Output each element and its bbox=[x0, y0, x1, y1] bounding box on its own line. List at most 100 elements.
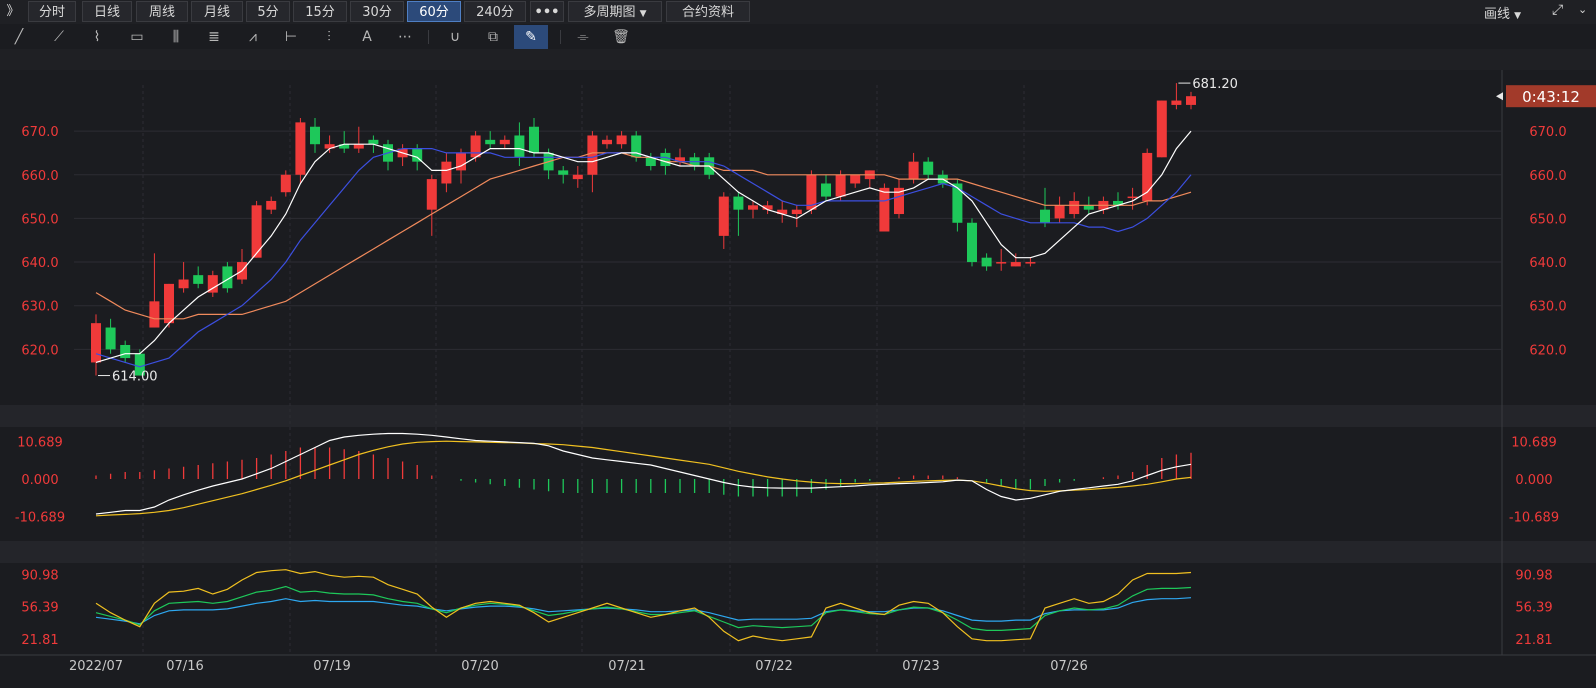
fibonacci-tool-icon[interactable]: ≣ bbox=[208, 29, 220, 45]
tab-daily[interactable]: 日线 bbox=[82, 1, 132, 22]
macd-up-arrow-icon: ↑ bbox=[255, 410, 266, 425]
rsi-tick-label-left: 21.81 bbox=[21, 633, 58, 648]
period-toolbar: 》 分时 日线 周线 月线 5分 15分 30分 60分 240分 ••• 多周… bbox=[0, 0, 1596, 24]
x-tick-label: 07/23 bbox=[902, 659, 939, 674]
candle-body bbox=[1113, 200, 1123, 206]
x-tick-label: 07/21 bbox=[608, 659, 645, 674]
ma-label: MA bbox=[124, 52, 145, 67]
price-tick-label-right: 650.0 bbox=[1529, 212, 1566, 227]
hide-drawings-icon[interactable]: ⌯ bbox=[577, 29, 589, 45]
candle-body bbox=[733, 196, 744, 210]
candle-body bbox=[1069, 200, 1080, 215]
layers-icon[interactable]: ⧉ bbox=[488, 29, 498, 45]
macd-indicator-name[interactable]: MACD(12,26,9) bbox=[29, 410, 128, 425]
price-tick-label-left: 640.0 bbox=[21, 256, 58, 271]
price-tick-label-left: 660.0 bbox=[21, 169, 58, 184]
gear-icon[interactable]: ⚙ bbox=[1554, 546, 1566, 561]
gear-icon[interactable]: ⚙ bbox=[1554, 52, 1566, 67]
candle-body bbox=[193, 275, 204, 284]
last-price-pointer bbox=[1496, 92, 1503, 101]
rsi6-up-arrow-icon: ↑ bbox=[215, 546, 226, 561]
rectangle-tool-icon[interactable]: ▭ bbox=[130, 29, 144, 45]
fan-tool-icon[interactable]: ⩘ bbox=[249, 29, 257, 45]
tab-240min[interactable]: 240分 bbox=[464, 1, 526, 22]
close-icon[interactable]: ⊗ bbox=[1530, 546, 1541, 561]
tab-60min[interactable]: 60分 bbox=[407, 1, 461, 22]
rsi24-up-arrow-icon: ↑ bbox=[425, 546, 436, 561]
channel-tool-icon[interactable]: ⫼ bbox=[172, 29, 180, 45]
candle-body bbox=[485, 139, 496, 145]
more-button[interactable]: ••• bbox=[530, 1, 564, 22]
rsi-tick-label-left: 90.98 bbox=[21, 568, 58, 583]
candle-body bbox=[952, 183, 963, 223]
price-tick-label-left: 670.0 bbox=[21, 125, 58, 140]
magnet-icon[interactable]: ∪ bbox=[449, 29, 461, 45]
candle-body bbox=[222, 266, 233, 289]
pencil-icon[interactable]: ✎ bbox=[514, 25, 548, 49]
candle-body bbox=[237, 262, 247, 280]
tab-30min[interactable]: 30分 bbox=[350, 1, 404, 22]
chevron-down-icon[interactable]: ⌄ bbox=[1578, 3, 1588, 16]
macd-panel-header: ▼ MACD(12,26,9) MACD:7.469 ↑ DIFF:4.190 … bbox=[0, 410, 1596, 428]
close-icon[interactable]: ⊗ bbox=[1530, 410, 1541, 425]
candle-body bbox=[456, 152, 466, 171]
candle-body bbox=[689, 157, 700, 167]
trash-icon[interactable]: 🗑 bbox=[612, 29, 630, 45]
x-tick-label: 07/19 bbox=[313, 659, 350, 674]
candle-body bbox=[777, 209, 788, 215]
text-tool-icon[interactable]: A bbox=[362, 29, 372, 45]
tab-weekly[interactable]: 周线 bbox=[136, 1, 188, 22]
multi-period-dropdown[interactable]: 多周期图 ▼ bbox=[568, 1, 662, 22]
candle-body bbox=[748, 205, 758, 210]
candle-body bbox=[937, 174, 948, 184]
x-tick-label: 07/16 bbox=[166, 659, 203, 674]
candle-body bbox=[426, 179, 437, 210]
candle-body bbox=[324, 144, 335, 149]
gann-tool-icon[interactable]: ⫶ bbox=[327, 29, 331, 45]
x-tick-label: 07/26 bbox=[1050, 659, 1087, 674]
tab-5min[interactable]: 5分 bbox=[246, 1, 290, 22]
candle-body bbox=[529, 126, 539, 153]
line-tool-icon[interactable]: ╱ bbox=[14, 29, 24, 45]
fullscreen-icon[interactable]: ⤢ bbox=[1552, 2, 1564, 18]
candle-body bbox=[835, 174, 846, 197]
candle-body bbox=[339, 144, 350, 149]
polyline-tool-icon[interactable]: ⌇ bbox=[93, 29, 101, 45]
ma30-value: MA30:655.58 bbox=[368, 52, 455, 67]
candle-body bbox=[806, 174, 817, 210]
rsi-panel-header: ▼ RSI(6,12,24) RSI6: 85.73 ↑ RSI12: 71.9… bbox=[0, 546, 1596, 564]
candle-body bbox=[1127, 196, 1138, 199]
tab-monthly[interactable]: 月线 bbox=[191, 1, 243, 22]
candle-body bbox=[1083, 205, 1094, 210]
drawing-toolbar: ╱ ⟋ ⌇ ▭ ⫼ ≣ ⩘ ⊢ ⫶ A ⋯ ∪ ⧉ ✎ ⌯ 🗑 bbox=[0, 25, 1596, 49]
tab-fenshi[interactable]: 分时 bbox=[28, 1, 76, 22]
candle-body bbox=[762, 205, 773, 210]
candle-body bbox=[397, 148, 408, 158]
collapse-icon[interactable]: 》 bbox=[6, 4, 20, 19]
candle-body bbox=[821, 183, 831, 197]
rsi6-value: RSI6: 85.73 bbox=[132, 546, 208, 561]
measure-tool-icon[interactable]: ⊢ bbox=[284, 29, 298, 45]
tab-15min[interactable]: 15分 bbox=[293, 1, 347, 22]
price-tick-label-left: 650.0 bbox=[21, 212, 58, 227]
diff-line bbox=[95, 432, 1192, 515]
candle-body bbox=[894, 187, 904, 215]
draw-dropdown[interactable]: 画线 ▼ bbox=[1484, 3, 1521, 22]
chevron-down-icon[interactable]: ▼ bbox=[8, 412, 16, 423]
zoom-in-icon[interactable]: ⊕ bbox=[1506, 52, 1517, 67]
rsi24-value: RSI24: 62.23 bbox=[334, 546, 418, 561]
zoom-out-icon[interactable]: ⊖ bbox=[1530, 52, 1541, 67]
candle-body bbox=[383, 144, 393, 162]
low-annotation: 614.00 bbox=[112, 370, 158, 385]
rsi-indicator-name[interactable]: RSI(6,12,24) bbox=[29, 546, 110, 561]
chevron-down-icon[interactable]: ▼ bbox=[8, 548, 16, 559]
ray-tool-icon[interactable]: ⟋ bbox=[54, 29, 64, 45]
gear-icon[interactable]: ⚙ bbox=[1554, 410, 1566, 425]
more-tools-icon[interactable]: ⋯ bbox=[398, 29, 412, 45]
undo-icon[interactable]: ↺ bbox=[1482, 52, 1493, 67]
candle-body bbox=[543, 152, 554, 171]
contract-info-button[interactable]: 合约资料 bbox=[666, 1, 750, 22]
toolbar-divider bbox=[428, 30, 429, 44]
ma10-up-arrow-icon: ↑ bbox=[352, 52, 363, 67]
candle-body bbox=[164, 283, 174, 324]
